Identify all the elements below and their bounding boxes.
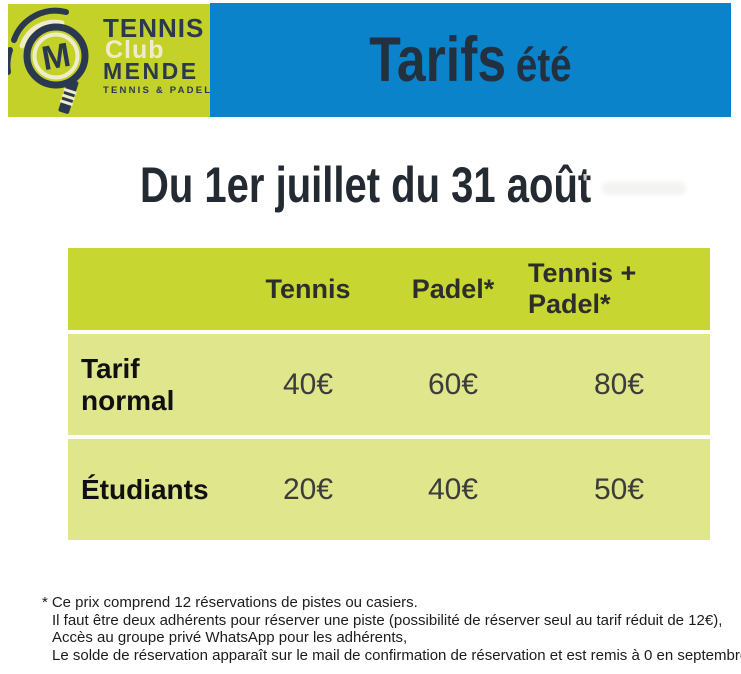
tennis-racket-icon: M <box>8 7 89 114</box>
club-logo-text: TENNIS Club MENDE TENNIS & PADEL <box>103 13 210 96</box>
svg-text:M: M <box>39 36 73 78</box>
price-student-tennis: 20€ <box>282 472 334 506</box>
banner-title-main: Tarifs <box>369 25 507 95</box>
trailing-mark: ' <box>582 168 589 198</box>
footnote-line: Accès au groupe privé WhatsApp pour les … <box>52 629 408 646</box>
title-banner: Tarifs été <box>210 3 731 117</box>
column-header-padel: Padel* <box>411 273 495 304</box>
banner-title-accent: été <box>515 38 572 91</box>
erased-text-smudge <box>602 182 686 195</box>
footnote-line: Il faut être deux adhérents pour réserve… <box>52 611 723 629</box>
logo-word-club: Club <box>105 36 165 64</box>
column-header-tennis: Tennis <box>265 273 351 304</box>
footnote-line: * Ce prix comprend 12 réservations de pis… <box>42 594 741 612</box>
price-normal-padel: 60€ <box>427 367 479 401</box>
club-logo: M TENNIS Club MENDE TENNIS & PADEL <box>8 4 210 117</box>
price-normal-tennis-padel: 80€ <box>593 367 645 401</box>
footnote-line: Le solde de réservation apparaît sur le … <box>52 646 741 664</box>
logo-word-mende: MENDE <box>103 58 199 84</box>
footnote-text: Ce prix comprend 12 réservations de pist… <box>51 594 418 611</box>
price-student-tennis-padel: 50€ <box>593 472 645 506</box>
asterisk-marker: * <box>42 594 48 611</box>
table-header-row: Tennis Padel* Tennis + Padel* <box>68 248 710 330</box>
banner-title: Tarifs été <box>369 24 571 96</box>
row-label-tarif-normal: Tarif normal <box>81 352 175 416</box>
logo-tagline: TENNIS & PADEL <box>103 85 210 96</box>
price-student-padel: 40€ <box>427 472 479 506</box>
table-row-etudiants: Étudiants 20€ 40€ 50€ <box>68 439 710 540</box>
row-label-etudiants: Étudiants <box>81 473 209 505</box>
pricing-table: Tennis Padel* Tennis + Padel* Tarif norm… <box>68 248 710 540</box>
column-header-empty <box>68 248 238 330</box>
price-normal-tennis: 40€ <box>282 367 334 401</box>
date-range-heading: Du 1er juillet du 31 août ' <box>140 156 704 214</box>
logo-word-tennis: TENNIS <box>103 13 205 43</box>
footnotes: * Ce prix comprend 12 réservations de pis… <box>42 594 741 664</box>
column-header-tennis-padel: Tennis + Padel* <box>528 258 637 319</box>
date-range-text: Du 1er juillet du 31 août <box>140 157 592 213</box>
table-row-tarif-normal: Tarif normal 40€ 60€ 80€ <box>68 334 710 435</box>
